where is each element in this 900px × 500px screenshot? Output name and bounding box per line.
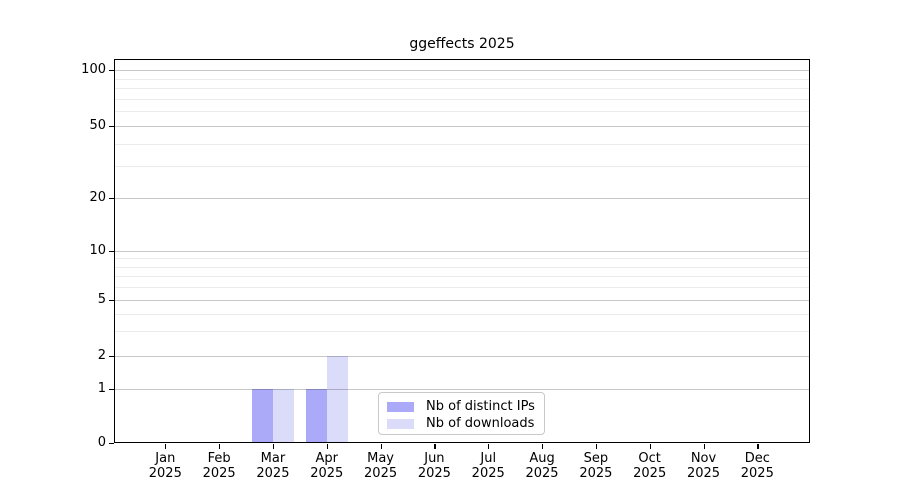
- x-tick-year: 2025: [256, 466, 290, 481]
- y-tick-label: 50: [89, 118, 106, 133]
- legend-label-nb-of-downloads: Nb of downloads: [426, 416, 535, 431]
- x-tick-year: 2025: [579, 466, 613, 481]
- x-tick-month: Jan: [155, 451, 176, 466]
- x-tick-label: May 2025: [351, 451, 411, 481]
- x-tick-label: Aug 2025: [512, 451, 572, 481]
- x-tick-label: Jan 2025: [135, 451, 195, 481]
- y-tick-label: 0: [97, 435, 106, 450]
- x-tick: [703, 444, 705, 449]
- y-tick-label: 20: [89, 190, 106, 205]
- y-tick-label: 10: [89, 243, 106, 258]
- x-tick: [380, 444, 382, 449]
- x-tick-label: Dec 2025: [727, 451, 787, 481]
- x-tick-year: 2025: [148, 466, 182, 481]
- x-tick-month: Sep: [583, 451, 609, 466]
- x-tick-label: Nov 2025: [674, 451, 734, 481]
- x-tick-label: Sep 2025: [566, 451, 626, 481]
- x-tick-month: Jun: [424, 451, 445, 466]
- x-tick-label: Apr 2025: [297, 451, 357, 481]
- x-tick-month: Jul: [480, 451, 497, 466]
- x-tick-month: Apr: [315, 451, 339, 466]
- x-tick-label: Mar 2025: [243, 451, 303, 481]
- x-tick-year: 2025: [633, 466, 667, 481]
- x-tick: [757, 444, 759, 449]
- x-tick-year: 2025: [417, 466, 451, 481]
- y-tick-label: 5: [97, 292, 106, 307]
- plot-area: [114, 59, 810, 443]
- chart-title: ggeffects 2025: [409, 36, 515, 52]
- x-tick-month: Aug: [529, 451, 555, 466]
- legend-label-nb-of-distinct-ips: Nb of distinct IPs: [426, 399, 535, 414]
- x-tick-label: Oct 2025: [620, 451, 680, 481]
- x-tick-label: Jul 2025: [458, 451, 518, 481]
- x-tick: [595, 444, 598, 449]
- x-tick: [219, 444, 221, 449]
- x-tick-year: 2025: [364, 466, 398, 481]
- x-tick-year: 2025: [471, 466, 505, 481]
- x-tick-label: Jun 2025: [404, 451, 464, 481]
- x-tick-month: Nov: [690, 451, 717, 466]
- x-tick-year: 2025: [740, 466, 774, 481]
- x-tick: [165, 444, 167, 449]
- x-tick: [326, 444, 328, 449]
- y-tick-label: 100: [81, 62, 106, 77]
- x-tick-year: 2025: [686, 466, 721, 481]
- x-tick: [272, 444, 275, 449]
- y-tick-label: 1: [97, 381, 106, 396]
- x-tick: [434, 444, 436, 449]
- legend-entry-nb-of-downloads: Nb of downloads: [387, 415, 536, 432]
- x-tick-year: 2025: [310, 466, 344, 481]
- y-tick-label: 2: [97, 348, 106, 363]
- x-tick: [649, 444, 651, 449]
- x-tick-label: Feb 2025: [189, 451, 249, 481]
- x-tick-month: Mar: [260, 451, 286, 466]
- x-tick-year: 2025: [525, 466, 559, 481]
- x-tick: [488, 444, 490, 449]
- legend-swatch-nb-of-downloads: [387, 418, 414, 429]
- x-tick-year: 2025: [202, 466, 236, 481]
- x-tick-month: May: [367, 451, 395, 466]
- legend-swatch-nb-of-distinct-ips: [387, 401, 414, 412]
- x-tick-month: Feb: [207, 451, 231, 466]
- legend: Nb of distinct IPs Nb of downloads: [378, 392, 545, 435]
- x-tick-month: Oct: [638, 451, 661, 466]
- legend-entry-nb-of-distinct-ips: Nb of distinct IPs: [387, 398, 536, 415]
- x-tick: [542, 444, 544, 449]
- y-tick: [109, 443, 114, 445]
- x-tick-month: Dec: [744, 451, 770, 466]
